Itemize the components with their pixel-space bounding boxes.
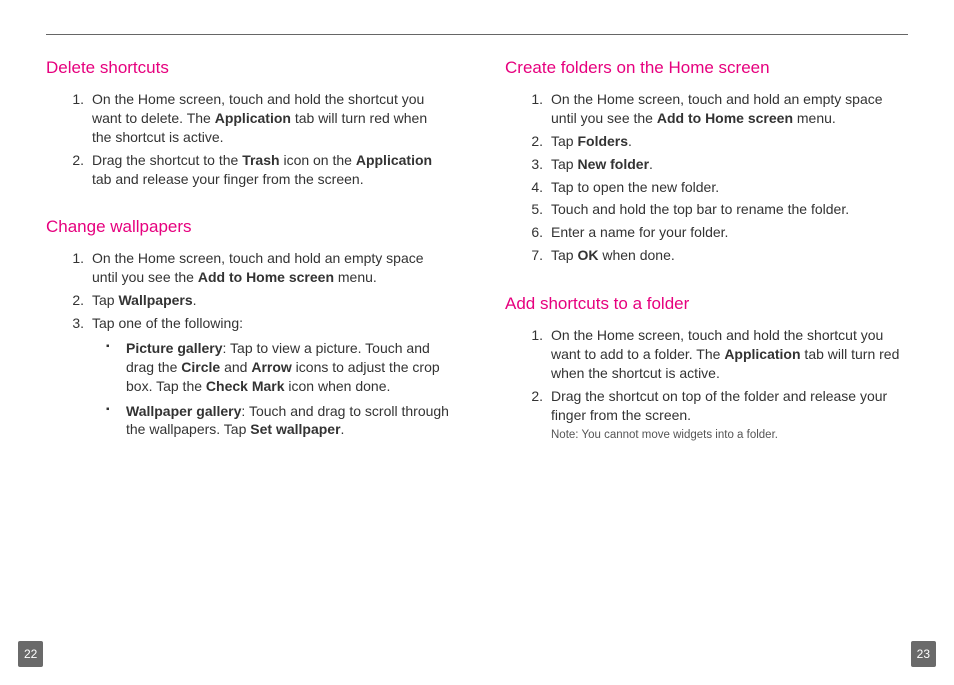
step-text: Tap Wallpapers. [92,292,197,308]
section-title: Add shortcuts to a folder [505,293,908,316]
step-number: 4. [523,178,543,197]
bold-text: Picture gallery [126,340,223,356]
step-number: 2. [64,291,84,310]
text: when done. [598,247,674,263]
step-text: Tap OK when done. [551,247,675,263]
right-column: Create folders on the Home screen 1. On … [505,57,908,472]
step-text: On the Home screen, touch and hold an em… [551,91,883,126]
bold-text: Application [215,110,291,126]
step-number: 1. [64,90,84,109]
bold-text: Check Mark [206,378,285,394]
page-wrap: Delete shortcuts 1. On the Home screen, … [0,0,954,472]
step-text: On the Home screen, touch and hold the s… [551,327,899,381]
step-number: 3. [64,314,84,333]
text: icon when done. [285,378,391,394]
bullets-list: Picture gallery: Tap to view a picture. … [92,339,449,439]
text: menu. [334,269,377,285]
step-number: 2. [523,132,543,151]
step-number: 2. [523,387,543,406]
step-number: 2. [64,151,84,170]
text: . [649,156,653,172]
bold-text: Application [356,152,432,168]
step-text: Tap to open the new folder. [551,179,719,195]
bullet-item: Picture gallery: Tap to view a picture. … [118,339,449,396]
bold-text: Wallpapers [118,292,192,308]
text: Tap [92,292,118,308]
step-number: 1. [523,326,543,345]
step-item: 3. Tap New folder. [547,155,908,174]
bold-text: Circle [181,359,220,375]
step-item: 4. Tap to open the new folder. [547,178,908,197]
section-delete-shortcuts: Delete shortcuts 1. On the Home screen, … [46,57,449,188]
step-number: 6. [523,223,543,242]
columns: Delete shortcuts 1. On the Home screen, … [46,57,908,472]
step-text: On the Home screen, touch and hold an em… [92,250,424,285]
step-item: 1. On the Home screen, touch and hold th… [88,90,449,147]
text: icon on the [280,152,356,168]
step-item: 1. On the Home screen, touch and hold th… [547,326,908,383]
section-title: Delete shortcuts [46,57,449,80]
step-item: 2. Tap Wallpapers. [88,291,449,310]
text: menu. [793,110,836,126]
section-add-shortcuts-folder: Add shortcuts to a folder 1. On the Home… [505,293,908,444]
section-title: Change wallpapers [46,216,449,239]
text: tab and release your finger from the scr… [92,171,364,187]
step-number: 5. [523,200,543,219]
step-text: Tap Folders. [551,133,632,149]
step-item: 2. Tap Folders. [547,132,908,151]
step-text: Tap New folder. [551,156,653,172]
text: Drag the shortcut to the [92,152,242,168]
page-number-right: 23 [911,641,936,667]
bold-text: Set wallpaper [250,421,340,437]
bold-text: Arrow [251,359,291,375]
page-number-left: 22 [18,641,43,667]
step-number: 1. [523,90,543,109]
left-column: Delete shortcuts 1. On the Home screen, … [46,57,449,472]
step-number: 3. [523,155,543,174]
steps-list: 1. On the Home screen, touch and hold th… [505,326,908,444]
step-number: 7. [523,246,543,265]
step-text: Drag the shortcut to the Trash icon on t… [92,152,432,187]
text: Tap [551,133,577,149]
section-title: Create folders on the Home screen [505,57,908,80]
text: and [220,359,251,375]
steps-list: 1. On the Home screen, touch and hold an… [46,249,449,439]
step-item: 7. Tap OK when done. [547,246,908,265]
note-text: Note: You cannot move widgets into a fol… [551,428,908,444]
steps-list: 1. On the Home screen, touch and hold th… [46,90,449,188]
text: Tap [551,247,577,263]
text: . [193,292,197,308]
step-item: 5. Touch and hold the top bar to rename … [547,200,908,219]
bold-text: Wallpaper gallery [126,403,241,419]
step-item: 1. On the Home screen, touch and hold an… [88,249,449,287]
bold-text: Folders [577,133,628,149]
step-item: 1. On the Home screen, touch and hold an… [547,90,908,128]
text: Tap [551,156,577,172]
section-create-folders: Create folders on the Home screen 1. On … [505,57,908,265]
bold-text: New folder [577,156,649,172]
step-text: Touch and hold the top bar to rename the… [551,201,849,217]
step-text: Tap one of the following: [92,315,243,331]
bold-text: Add to Home screen [198,269,334,285]
top-rule [46,34,908,35]
bold-text: Application [724,346,800,362]
step-item: 6. Enter a name for your folder. [547,223,908,242]
text: . [628,133,632,149]
step-item: 2. Drag the shortcut on top of the folde… [547,387,908,444]
bold-text: Add to Home screen [657,110,793,126]
text: . [341,421,345,437]
steps-list: 1. On the Home screen, touch and hold an… [505,90,908,265]
step-text: On the Home screen, touch and hold the s… [92,91,427,145]
step-text: Enter a name for your folder. [551,224,728,240]
step-item: 3. Tap one of the following: Picture gal… [88,314,449,439]
bold-text: Trash [242,152,279,168]
step-text: Drag the shortcut on top of the folder a… [551,388,887,423]
section-change-wallpapers: Change wallpapers 1. On the Home screen,… [46,216,449,439]
step-number: 1. [64,249,84,268]
step-item: 2. Drag the shortcut to the Trash icon o… [88,151,449,189]
bold-text: OK [577,247,598,263]
bullet-item: Wallpaper gallery: Touch and drag to scr… [118,402,449,440]
